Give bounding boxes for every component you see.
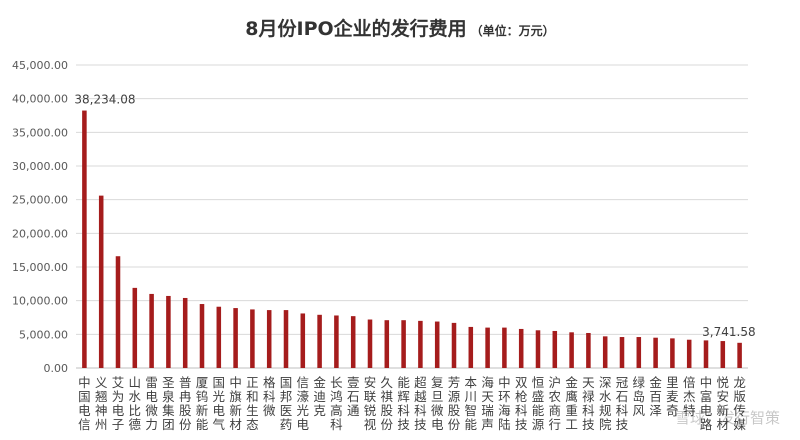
bar bbox=[266, 310, 272, 368]
x-tick-label: 金百泽 bbox=[649, 375, 662, 418]
x-tick-label: 深水规院 bbox=[599, 375, 612, 432]
bar bbox=[518, 328, 524, 368]
bar bbox=[703, 340, 709, 368]
y-tick-label: 25,000.00 bbox=[12, 194, 68, 207]
x-tick-label: 格科微 bbox=[263, 375, 276, 418]
bar bbox=[619, 337, 625, 368]
x-tick-label: 普冉股份 bbox=[179, 375, 192, 432]
y-tick-label: 0.00 bbox=[44, 362, 69, 375]
x-tick-label: 恒盛能源 bbox=[532, 375, 545, 432]
y-tick-label: 15,000.00 bbox=[12, 261, 68, 274]
bar bbox=[535, 330, 541, 368]
chart-title: 8月份IPO企业的发行费用 bbox=[245, 18, 467, 40]
bar bbox=[182, 297, 188, 368]
bar bbox=[485, 327, 490, 368]
bar bbox=[602, 336, 608, 368]
x-tick-label: 安联锐视 bbox=[364, 375, 377, 432]
bar bbox=[653, 337, 658, 368]
bar bbox=[720, 341, 726, 368]
bar bbox=[233, 308, 238, 368]
x-tick-label: 壹石通 bbox=[347, 375, 360, 418]
x-tick-label: 悦安新材 bbox=[717, 375, 730, 432]
x-tick-label: 正和生态 bbox=[246, 375, 259, 432]
bar bbox=[586, 332, 591, 368]
x-tick-label: 义翘神州 bbox=[95, 375, 108, 432]
x-tick-label: 长鸿高科 bbox=[330, 375, 343, 432]
bar bbox=[317, 314, 322, 368]
y-tick-label: 10,000.00 bbox=[12, 295, 68, 308]
chart-unit-label: （单位：万元） bbox=[470, 24, 555, 38]
x-tick-label: 天禄科技 bbox=[582, 375, 595, 432]
x-tick-label: 久祺股份 bbox=[381, 375, 394, 432]
bar bbox=[350, 316, 356, 368]
y-tick-label: 30,000.00 bbox=[12, 160, 68, 173]
bar bbox=[300, 313, 306, 368]
x-tick-label: 本川智能 bbox=[465, 375, 478, 432]
y-tick-label: 45,000.00 bbox=[12, 59, 68, 72]
bar bbox=[149, 293, 154, 368]
bar bbox=[418, 320, 423, 368]
bar bbox=[569, 332, 574, 368]
chart-title-block: 8月份IPO企业的发行费用 （单位：万元） bbox=[0, 14, 800, 41]
x-tick-label: 国邦医药 bbox=[280, 375, 293, 432]
bar bbox=[82, 110, 87, 369]
bar bbox=[552, 330, 558, 368]
x-tick-label: 中富电路 bbox=[700, 375, 713, 432]
bar bbox=[166, 295, 171, 368]
x-tick-label: 超越科技 bbox=[414, 375, 427, 432]
x-tick-label: 圣泉集团 bbox=[162, 375, 175, 432]
bar bbox=[199, 304, 205, 368]
data-label: 38,234.08 bbox=[74, 93, 135, 107]
x-tick-label: 信濠光电 bbox=[297, 375, 310, 432]
x-tick-label: 绿岛风 bbox=[633, 375, 646, 418]
x-tick-label: 中旗新材 bbox=[229, 375, 242, 432]
y-tick-label: 40,000.00 bbox=[12, 93, 68, 106]
y-tick-label: 35,000.00 bbox=[12, 126, 68, 139]
bar bbox=[434, 321, 440, 368]
x-tick-label: 冠石科技 bbox=[616, 375, 629, 432]
bar bbox=[98, 195, 104, 368]
x-tick-label: 能辉科技 bbox=[397, 375, 410, 432]
x-tick-label: 艾为电子 bbox=[112, 375, 125, 432]
x-tick-label: 金鹰重工 bbox=[565, 375, 578, 432]
y-tick-label: 5,000.00 bbox=[19, 328, 68, 341]
x-tick-label: 山水比德 bbox=[129, 375, 142, 432]
x-tick-label: 沪农商行 bbox=[549, 375, 562, 432]
bar bbox=[367, 319, 373, 368]
bar bbox=[250, 309, 255, 368]
x-tick-label: 金迪克 bbox=[313, 375, 326, 418]
x-tick-label: 里麦奇 bbox=[666, 375, 679, 418]
bar bbox=[132, 287, 138, 368]
bar bbox=[502, 327, 507, 368]
bar bbox=[686, 339, 692, 368]
bar bbox=[216, 306, 222, 368]
x-tick-label: 中国电信 bbox=[78, 375, 91, 432]
bar bbox=[468, 326, 474, 368]
bar bbox=[283, 310, 289, 368]
x-tick-label: 中环海陆 bbox=[498, 375, 511, 432]
bar bbox=[384, 320, 390, 368]
x-tick-label: 芳源股份 bbox=[448, 375, 461, 432]
x-tick-label: 双枪科技 bbox=[515, 375, 528, 432]
x-tick-label: 雷电微力 bbox=[145, 375, 158, 432]
y-tick-label: 20,000.00 bbox=[12, 227, 68, 240]
x-tick-label: 厦钨新能 bbox=[196, 375, 209, 432]
bar bbox=[451, 322, 457, 368]
bar bbox=[115, 256, 121, 368]
bar bbox=[636, 337, 642, 368]
x-tick-label: 复旦微电 bbox=[431, 375, 444, 432]
watermark: 雪球：发行智策 bbox=[675, 409, 780, 427]
x-tick-label: 海天瑞声 bbox=[481, 375, 494, 432]
bar bbox=[401, 320, 406, 368]
data-label: 3,741.58 bbox=[702, 325, 755, 339]
x-tick-label: 倍杰特 bbox=[683, 375, 696, 418]
bar bbox=[670, 338, 675, 368]
x-tick-label: 龙版传媒 bbox=[733, 375, 746, 432]
x-tick-label: 国光电气 bbox=[213, 375, 226, 432]
bar bbox=[334, 315, 339, 368]
bar bbox=[737, 342, 742, 368]
